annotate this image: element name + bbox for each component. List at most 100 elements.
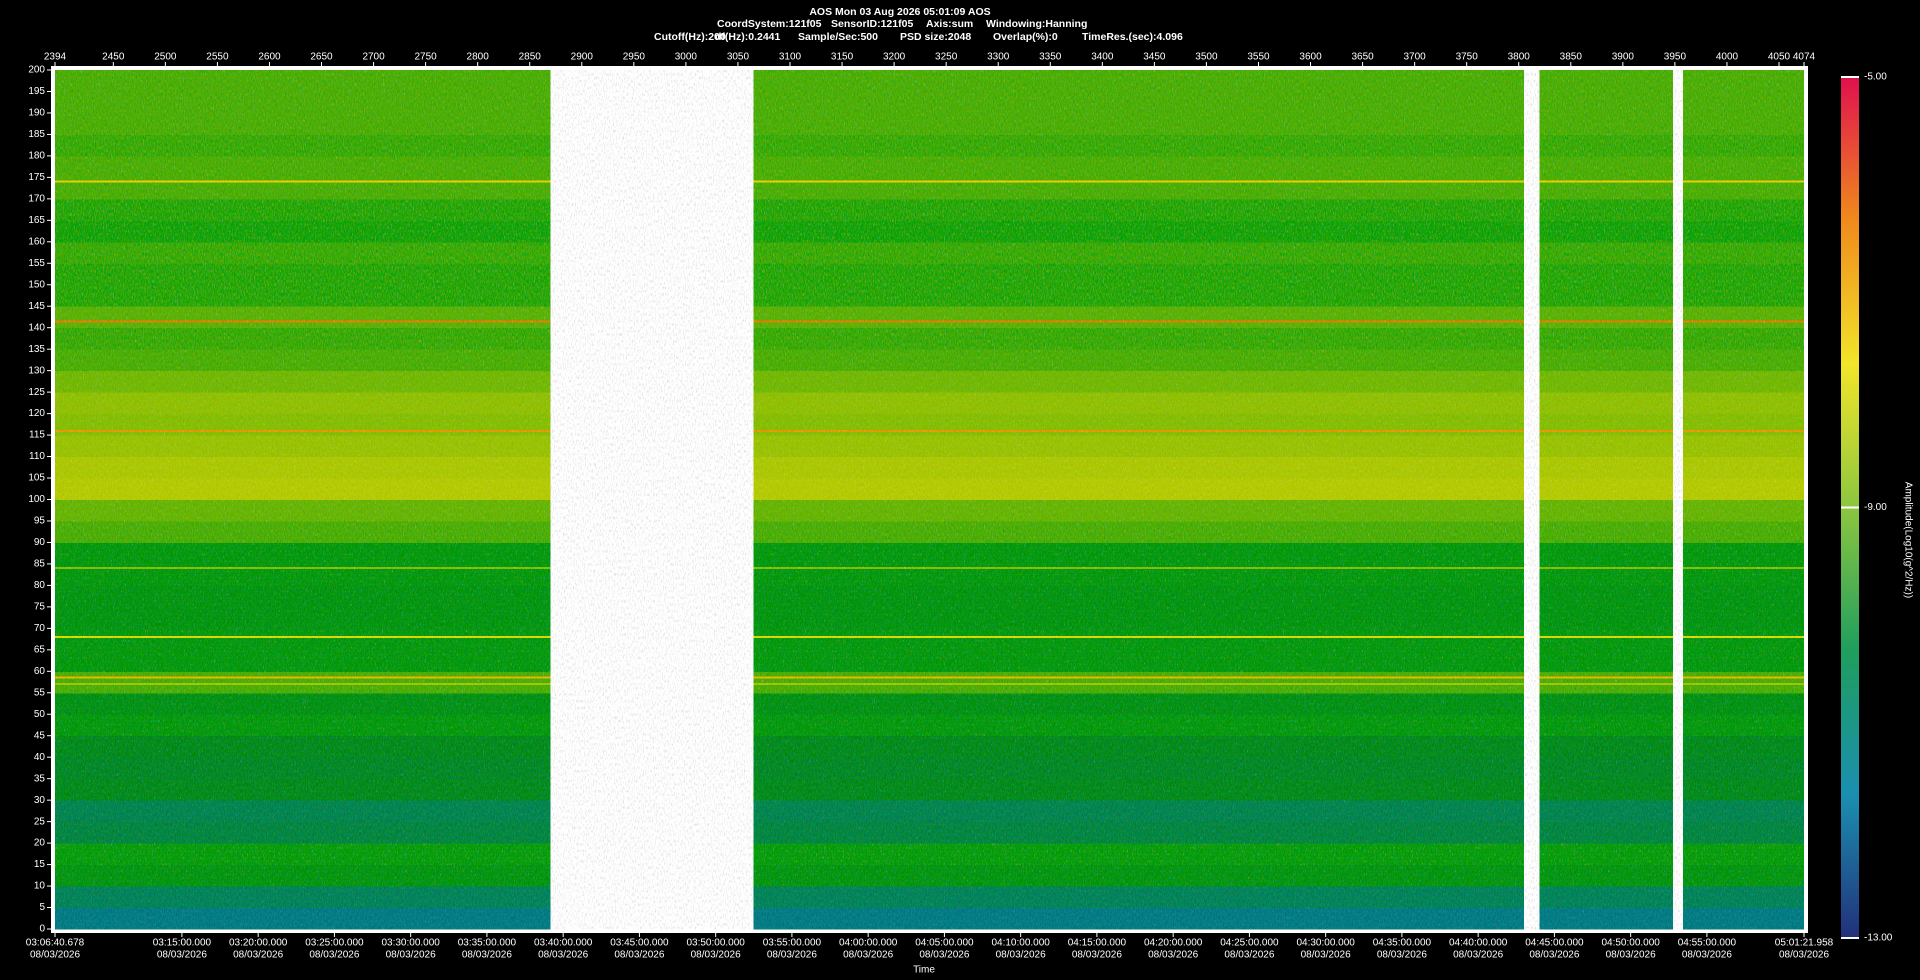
heatmap-cell: [753, 735, 1524, 758]
chart-title: AOS Mon 03 Aug 2026 05:01:09 AOS: [809, 6, 990, 18]
heatmap-cell: [1683, 563, 1804, 586]
heatmap-cell: [1539, 778, 1673, 801]
time-tick-label: 03:06:40.678: [26, 938, 85, 949]
time-tick-label: 03:20:00.000: [229, 938, 288, 949]
y-tick-label: 95: [34, 516, 46, 527]
heatmap-cell: [753, 327, 1524, 350]
heatmap-cell: [1683, 263, 1804, 286]
heatmap-cell: [1539, 714, 1673, 737]
heatmap-cell: [1539, 628, 1673, 651]
x-tick-label: 2450: [102, 52, 125, 63]
heatmap-cell: [55, 520, 551, 543]
time-tick-date: 08/03/2026: [309, 950, 359, 961]
heatmap-cell: [1683, 220, 1804, 243]
y-tick-label: 165: [28, 215, 45, 226]
heatmap-cell: [55, 671, 551, 694]
info: Windowing:Hanning: [986, 18, 1087, 30]
time-tick-label: 03:40:00.000: [534, 938, 593, 949]
heatmap-cell: [55, 714, 551, 737]
heatmap-cell: [55, 628, 551, 651]
heatmap-cell: [1683, 327, 1804, 350]
y-tick-label: 100: [28, 494, 45, 505]
heatmap-cell: [1539, 392, 1673, 415]
heatmap-cell: [753, 112, 1524, 135]
y-tick-label: 115: [29, 430, 45, 441]
x-tick-label: 3100: [779, 52, 802, 63]
y-tick-label: 70: [34, 623, 46, 634]
heatmap-cell: [753, 628, 1524, 651]
heatmap-cell: [1683, 649, 1804, 672]
tonal-line: [1683, 567, 1804, 570]
tonal-line: [753, 567, 1524, 570]
heatmap-cell: [1683, 435, 1804, 458]
x-tick-label: 3200: [883, 52, 906, 63]
info: Axis:sum: [926, 18, 973, 30]
heatmap-cell: [753, 392, 1524, 415]
heatmap-cell: [753, 649, 1524, 672]
y-tick-label: 110: [29, 451, 45, 462]
heatmap-cell: [753, 757, 1524, 780]
heatmap-cell: [55, 864, 551, 887]
heatmap-cell: [55, 327, 551, 350]
x-tick-label: 4050: [1768, 52, 1791, 63]
heatmap-cell: [753, 284, 1524, 307]
heatmap-cell: [1539, 241, 1673, 264]
tonal-line: [1539, 320, 1673, 323]
heatmap-cell: [55, 91, 551, 114]
heatmap-cell: [1683, 155, 1804, 178]
heatmap-cell: [753, 155, 1524, 178]
time-tick-label: 03:30:00.000: [381, 938, 440, 949]
y-tick-label: 20: [34, 838, 46, 849]
time-tick-label: 05:01:21.958: [1775, 938, 1834, 949]
heatmap-cell: [1683, 800, 1804, 823]
x-tick-label: 3900: [1612, 52, 1635, 63]
time-tick-date: 08/03/2026: [1682, 950, 1732, 961]
time-tick-label: 04:25:00.000: [1220, 938, 1279, 949]
tonal-line: [1683, 676, 1804, 679]
x-tick-label: 2700: [362, 52, 385, 63]
time-tick-date: 08/03/2026: [1072, 950, 1122, 961]
heatmap-cell: [1539, 155, 1673, 178]
heatmap-cell: [1683, 757, 1804, 780]
heatmap-cell: [1683, 284, 1804, 307]
x-tick-label: 2394: [44, 52, 67, 63]
heatmap-cell: [753, 714, 1524, 737]
y-tick-label: 120: [28, 408, 45, 419]
heatmap-cell: [753, 692, 1524, 715]
info: Cutoff(Hz):200: [654, 31, 726, 43]
tonal-line: [753, 635, 1524, 638]
heatmap-cell: [1683, 542, 1804, 565]
x-tick-label: 2950: [623, 52, 646, 63]
heatmap-cell: [753, 671, 1524, 694]
heatmap-cell: [753, 241, 1524, 264]
heatmap-cell: [1539, 692, 1673, 715]
heatmap-cell: [1539, 370, 1673, 393]
tonal-line: [1683, 635, 1804, 638]
heatmap-cell: [1539, 606, 1673, 629]
heatmap-cell: [55, 370, 551, 393]
heatmap-cell: [55, 649, 551, 672]
heatmap-cell: [55, 177, 551, 200]
time-tick-date: 08/03/2026: [767, 950, 817, 961]
y-tick-label: 0: [39, 924, 45, 935]
tonal-line: [753, 676, 1524, 679]
heatmap-cell: [1539, 800, 1673, 823]
x-tick-label: 3650: [1351, 52, 1374, 63]
heatmap-cell: [1683, 628, 1804, 651]
heatmap-cell: [1539, 649, 1673, 672]
heatmap-cell: [753, 606, 1524, 629]
y-tick-label: 25: [34, 816, 46, 827]
x-tick-label: 2550: [206, 52, 229, 63]
x-tick-label: 3150: [831, 52, 854, 63]
tonal-line: [55, 683, 551, 686]
time-tick-label: 03:35:00.000: [458, 938, 517, 949]
heatmap-cell: [753, 520, 1524, 543]
heatmap-cell: [753, 585, 1524, 608]
y-tick-label: 160: [28, 236, 45, 247]
x-tick-label: 3850: [1560, 52, 1583, 63]
y-tick-label: 40: [34, 752, 46, 763]
heatmap-cell: [55, 155, 551, 178]
heatmap-cell: [1683, 112, 1804, 135]
heatmap-cell: [1539, 70, 1673, 92]
heatmap-cell: [55, 563, 551, 586]
